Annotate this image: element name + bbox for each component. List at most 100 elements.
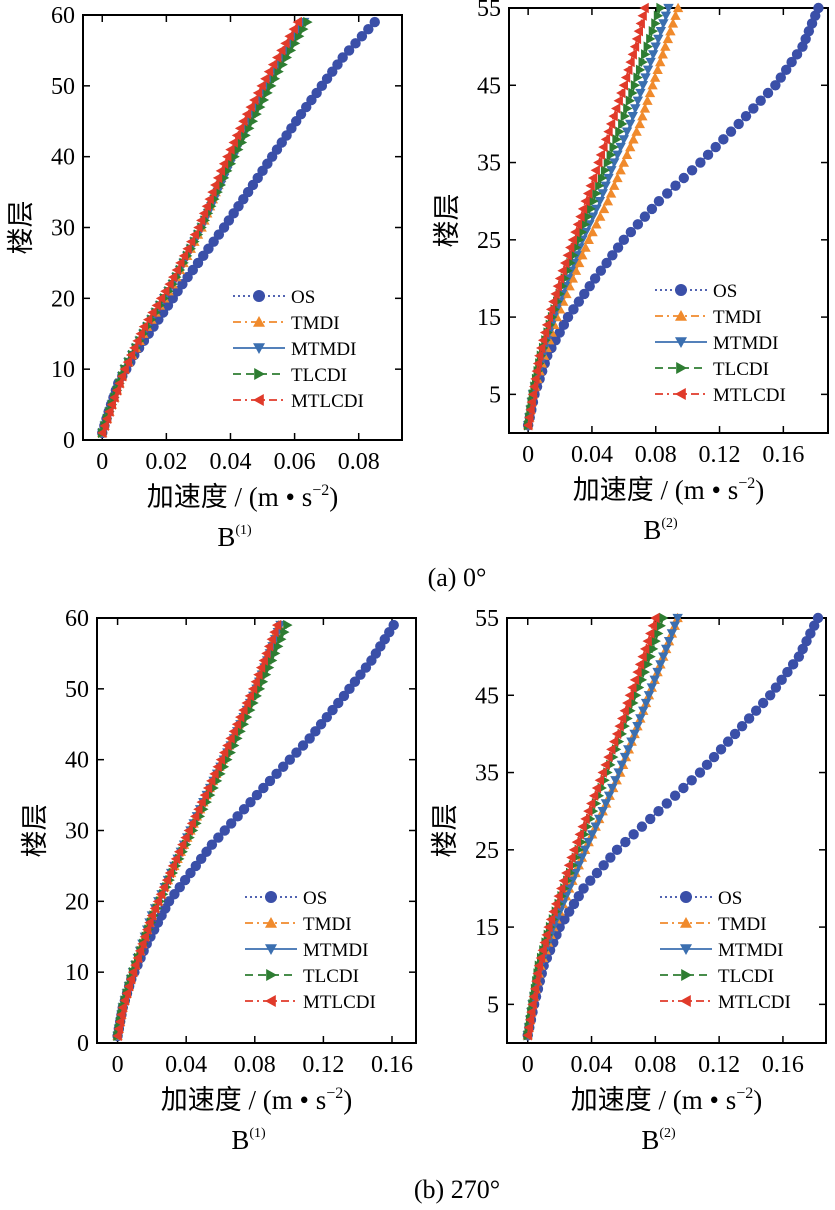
series-line <box>526 617 819 1036</box>
data-point <box>678 782 689 794</box>
data-point <box>315 719 327 730</box>
x-tick-label: 0.12 <box>699 442 741 468</box>
legend-label: TMDI <box>291 313 340 334</box>
data-point <box>593 814 605 825</box>
data-point <box>195 853 207 865</box>
data-point <box>291 747 302 758</box>
data-point <box>207 186 217 198</box>
data-point <box>606 744 616 755</box>
data-point <box>610 776 621 786</box>
series-line <box>527 7 662 426</box>
data-point <box>600 799 612 809</box>
data-point <box>708 751 720 763</box>
data-point <box>630 80 641 91</box>
data-point <box>597 807 608 817</box>
data-point <box>612 150 623 161</box>
data-point <box>618 80 628 91</box>
data-point <box>603 157 614 168</box>
y-tick-label: 15 <box>477 305 501 331</box>
data-point <box>531 365 541 377</box>
data-point <box>651 18 661 29</box>
data-point <box>631 126 642 136</box>
data-point <box>672 2 684 13</box>
data-point <box>222 151 232 162</box>
data-point <box>132 952 142 964</box>
legend-label: OS <box>713 281 737 302</box>
data-point <box>645 813 656 825</box>
data-point <box>550 898 561 910</box>
data-point <box>618 234 630 246</box>
data-point <box>616 760 628 771</box>
data-point <box>173 846 184 857</box>
data-point <box>230 151 240 162</box>
data-point <box>787 659 799 670</box>
data-point <box>629 674 640 686</box>
legend-label: TLCDI <box>718 966 774 987</box>
data-point <box>258 782 269 794</box>
data-point <box>218 158 229 169</box>
data-point <box>639 103 651 113</box>
y-tick-label: 40 <box>51 145 75 171</box>
series-MTLCDI <box>522 2 649 431</box>
data-point <box>762 87 774 99</box>
legend-marker <box>675 284 687 296</box>
data-point <box>755 95 766 106</box>
y-tick-label: 30 <box>65 819 89 845</box>
data-point <box>600 165 611 176</box>
data-point <box>595 180 605 191</box>
data-point <box>242 711 253 723</box>
data-point <box>660 11 672 21</box>
y-axis-label: 楼层 <box>432 194 462 248</box>
data-point <box>625 226 637 238</box>
data-point <box>580 195 590 207</box>
data-point <box>623 64 633 76</box>
x-tick-label: 0 <box>112 1052 124 1078</box>
data-point <box>526 1006 536 1018</box>
data-point <box>533 960 544 971</box>
data-point <box>238 804 250 815</box>
legend-label: TLCDI <box>713 359 769 380</box>
data-point <box>663 3 674 14</box>
y-tick-label: 15 <box>475 915 499 941</box>
data-point <box>632 722 643 732</box>
data-point <box>134 945 145 957</box>
data-point <box>808 620 820 631</box>
data-point <box>663 637 675 647</box>
data-point <box>701 759 713 771</box>
data-point <box>114 378 124 389</box>
data-point <box>613 95 623 106</box>
data-point <box>605 852 616 863</box>
data-point <box>550 288 560 300</box>
data-point <box>226 747 236 758</box>
data-point <box>344 683 355 695</box>
data-point <box>589 195 599 207</box>
data-point <box>161 874 172 886</box>
data-point <box>630 104 641 114</box>
data-point <box>598 860 609 871</box>
data-point <box>591 204 602 215</box>
data-point <box>573 890 584 902</box>
data-point <box>605 188 617 198</box>
data-point <box>350 38 361 49</box>
data-point <box>561 867 571 879</box>
data-point <box>593 157 603 168</box>
data-point <box>639 211 651 222</box>
data-point <box>97 427 107 439</box>
x-tick-label: 0.06 <box>274 449 316 475</box>
data-point <box>672 613 683 624</box>
data-point <box>572 219 583 230</box>
panel-sublabel: B(2) <box>643 515 678 545</box>
data-point <box>541 319 552 331</box>
data-point <box>718 134 729 145</box>
legend-label: TMDI <box>713 307 762 328</box>
data-point <box>600 134 611 145</box>
x-tick-label: 0 <box>522 442 534 468</box>
data-point <box>171 264 181 276</box>
data-point <box>241 108 252 120</box>
data-point <box>123 981 134 992</box>
data-point <box>537 945 547 956</box>
data-point <box>588 790 599 801</box>
data-point <box>610 103 621 114</box>
